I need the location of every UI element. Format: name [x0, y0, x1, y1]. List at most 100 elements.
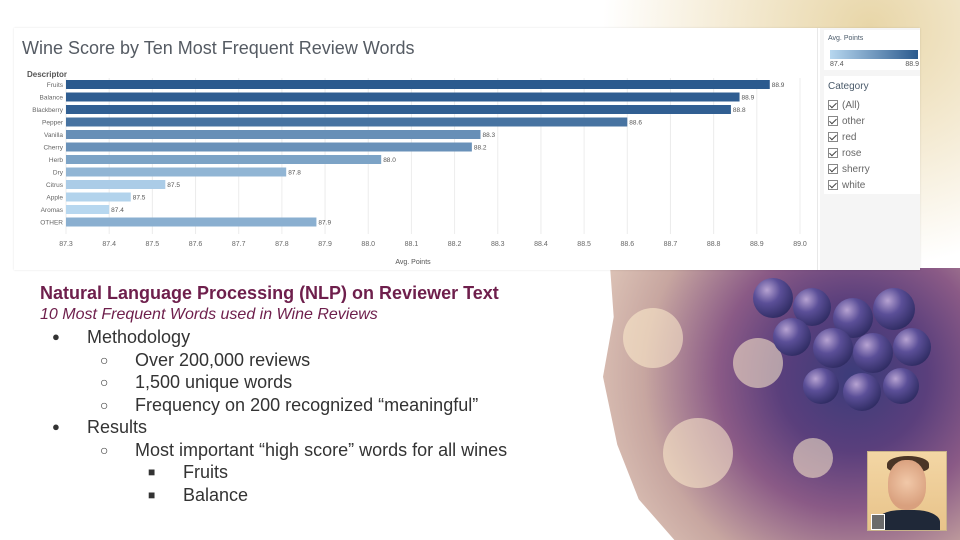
- x-tick-label: 88.7: [664, 241, 678, 248]
- filter-item-label: rose: [842, 147, 862, 159]
- x-tick-label: 87.6: [189, 241, 203, 248]
- category-label: Pepper: [42, 120, 64, 127]
- bar: [66, 92, 740, 102]
- filter-item-sherry[interactable]: sherry: [828, 162, 870, 176]
- data-label: 88.6: [629, 120, 642, 127]
- data-label: 88.9: [742, 95, 755, 102]
- legend-min: 87.4: [830, 61, 844, 68]
- checkbox-checked-icon[interactable]: [828, 148, 838, 158]
- legend-max: 88.9: [905, 61, 919, 68]
- x-tick-label: 88.5: [577, 241, 591, 248]
- category-label: Apple: [46, 195, 63, 202]
- checkbox-checked-icon[interactable]: [828, 100, 838, 110]
- bullet-marker: ■: [148, 465, 156, 479]
- x-tick-label: 88.9: [750, 241, 764, 248]
- data-label: 87.5: [167, 182, 180, 189]
- filter-item-white[interactable]: white: [828, 178, 865, 192]
- category-label: Blackberry: [32, 107, 63, 114]
- slide-subheading: 10 Most Frequent Words used in Wine Revi…: [40, 306, 378, 323]
- checkbox-checked-icon[interactable]: [828, 116, 838, 126]
- bar-chart-panel: Wine Score by Ten Most Frequent Review W…: [14, 28, 818, 270]
- x-tick-label: 87.7: [232, 241, 246, 248]
- bullet-marker: ○: [100, 351, 109, 368]
- bullet-item: ■ Fruits: [40, 461, 507, 484]
- bullet-text: Fruits: [183, 462, 228, 482]
- bullet-item: ● Methodology: [40, 326, 507, 349]
- bullet-marker: ■: [148, 487, 156, 502]
- x-axis-label: Avg. Points: [395, 259, 431, 266]
- bullet-text: Frequency on 200 recognized “meaningful”: [135, 394, 479, 415]
- filter-item-label: sherry: [842, 163, 870, 175]
- bar: [66, 80, 770, 89]
- data-label: 87.4: [111, 207, 124, 214]
- checkbox-checked-icon[interactable]: [828, 180, 838, 190]
- bullet-item: ○ Most important “high score” words for a…: [40, 439, 507, 462]
- category-label: Citrus: [46, 182, 64, 189]
- bar-chart: 87.3 87.4 87.5 87.6 87.7 87.8 87.9 88.0 88.1 88.2…: [32, 78, 807, 266]
- presenter-webcam: [867, 451, 947, 531]
- bullet-marker: ○: [100, 396, 109, 413]
- category-label: Cherry: [43, 145, 63, 152]
- bar: [66, 142, 472, 152]
- filter-item-label: other: [842, 115, 865, 127]
- bar: [66, 192, 131, 202]
- filter-item-red[interactable]: red: [828, 130, 856, 144]
- x-tick-label: 88.1: [405, 241, 419, 248]
- descriptor-header: Descriptor: [27, 70, 68, 79]
- bar: [66, 180, 166, 189]
- bullet-list: ● Methodology ○ Over 200,000 reviews ○ 1,500 …: [40, 326, 507, 506]
- bullet-item: ○ Frequency on 200 recognized “meaningful…: [40, 394, 507, 417]
- x-tick-label: 89.0: [793, 241, 807, 248]
- bar: [66, 130, 481, 139]
- bullet-item: ■ Balance: [40, 484, 507, 507]
- bullet-text: 1,500 unique words: [135, 372, 293, 392]
- data-label: 87.5: [133, 195, 146, 202]
- x-tick-label: 88.8: [707, 241, 721, 248]
- bullet-text: Balance: [183, 484, 249, 505]
- legend-title: Avg. Points: [828, 35, 864, 42]
- x-tick-label: 87.3: [59, 241, 73, 248]
- x-tick-label: 87.9: [318, 241, 332, 248]
- filter-item-all[interactable]: (All): [828, 98, 860, 112]
- bar: [66, 117, 628, 127]
- category-filter: Category (All) other red rose sherry: [824, 76, 920, 194]
- category-label: Fruits: [47, 82, 64, 89]
- data-label: 88.8: [733, 107, 746, 114]
- legend-gradient: [830, 50, 918, 59]
- filter-item-label: white: [842, 179, 866, 191]
- bullet-text: Over 200,000 reviews: [135, 349, 311, 370]
- data-label: 88.0: [383, 157, 396, 164]
- bar: [66, 217, 317, 227]
- x-tick-label: 88.6: [620, 241, 634, 248]
- x-tick-label: 87.5: [146, 241, 160, 248]
- bullet-item: ● Results: [40, 416, 507, 439]
- checkbox-checked-icon[interactable]: [828, 164, 838, 174]
- x-tick-label: 88.3: [491, 241, 505, 248]
- filter-item-other[interactable]: other: [828, 114, 865, 128]
- bullet-item: ○ 1,500 unique words: [40, 371, 507, 394]
- grapes-image: [603, 268, 960, 540]
- x-tick-label: 88.2: [448, 241, 462, 248]
- self-view-thumbnail: [871, 514, 885, 530]
- bar: [66, 155, 382, 164]
- data-label: 88.3: [482, 132, 495, 139]
- category-label: Vanilla: [44, 132, 63, 139]
- chart-title: Wine Score by Ten Most Frequent Review W…: [22, 38, 415, 58]
- filter-item-label: red: [842, 131, 857, 143]
- bullet-marker: ○: [100, 374, 109, 390]
- category-label: Dry: [53, 170, 64, 177]
- side-panel: Avg. Points 87.4 88.9 Category (All) oth…: [820, 28, 920, 270]
- x-tick-label: 87.8: [275, 241, 289, 248]
- category-filter-title: Category: [828, 81, 869, 92]
- data-label: 87.9: [318, 220, 331, 227]
- category-label: Balance: [40, 95, 64, 102]
- bullet-marker: ●: [52, 419, 60, 434]
- bar: [66, 205, 110, 214]
- category-label: Aromas: [41, 207, 64, 214]
- color-legend: Avg. Points 87.4 88.9: [824, 30, 920, 70]
- tableau-dashboard: Wine Score by Ten Most Frequent Review W…: [14, 28, 920, 270]
- data-label: 88.2: [474, 145, 487, 152]
- checkbox-checked-icon[interactable]: [828, 132, 838, 142]
- filter-item-rose[interactable]: rose: [828, 146, 861, 160]
- bullet-text: Methodology: [87, 327, 191, 347]
